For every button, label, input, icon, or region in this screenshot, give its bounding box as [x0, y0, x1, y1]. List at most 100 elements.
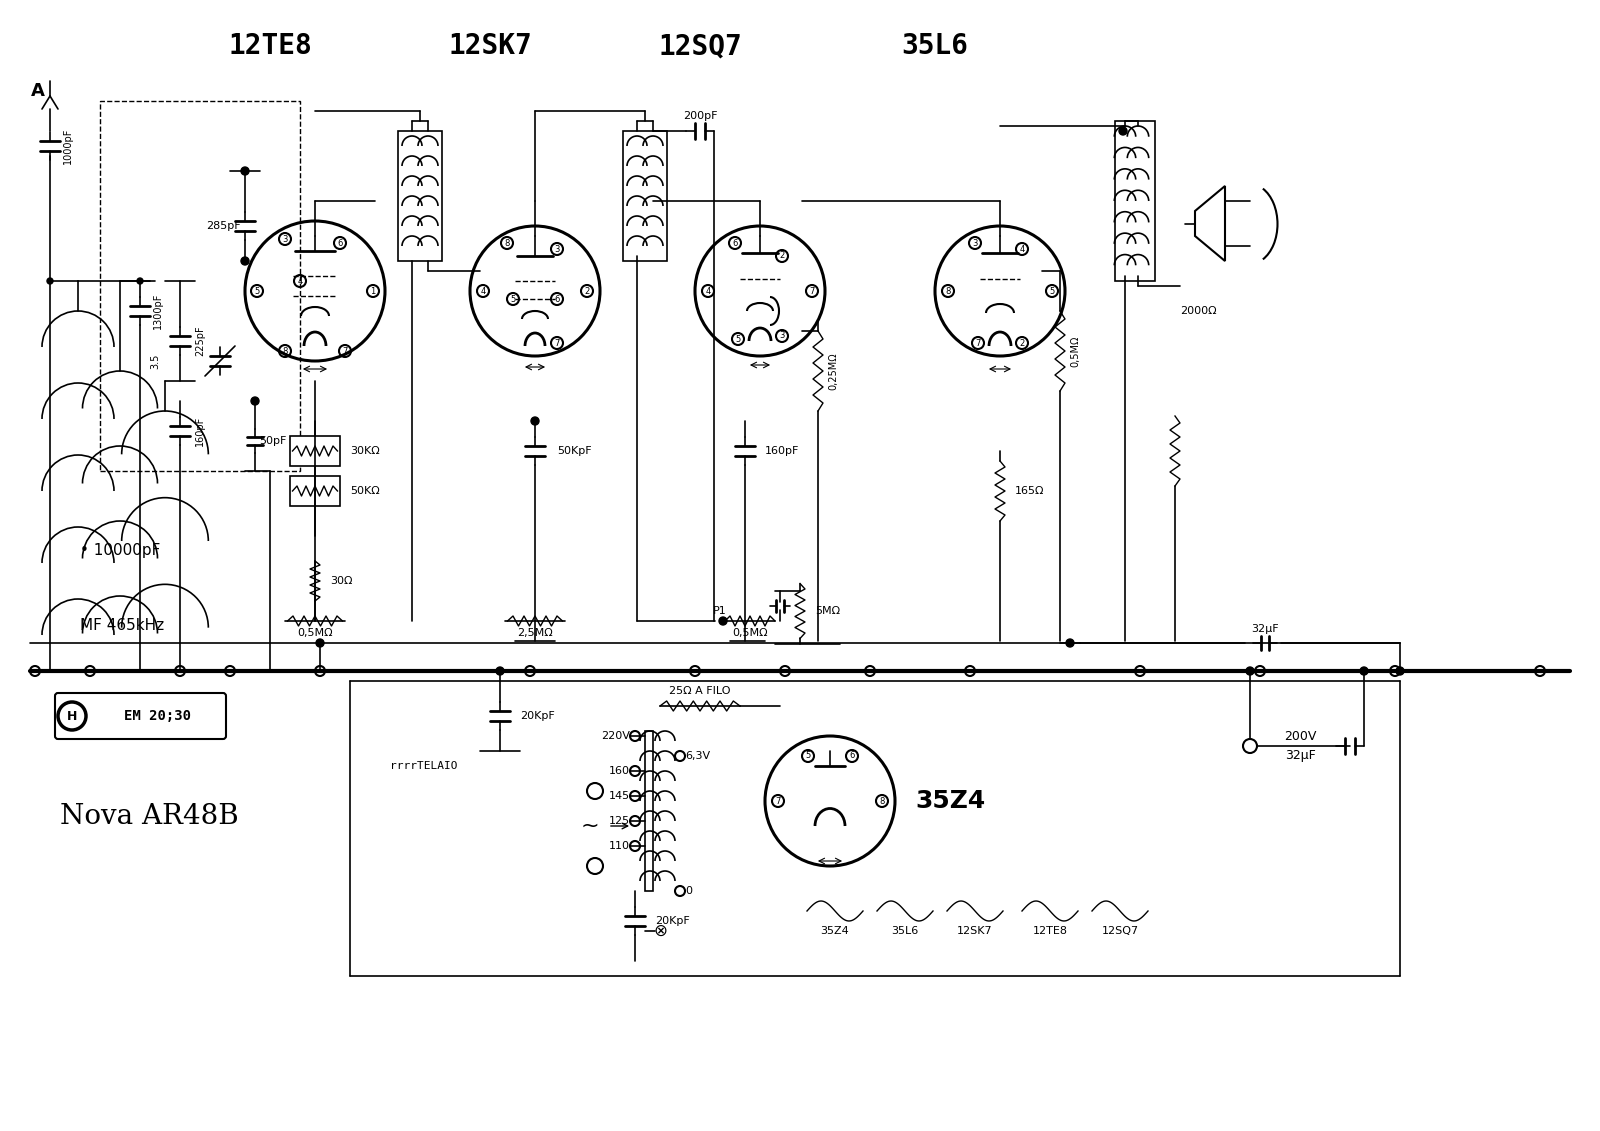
Text: • 10000pF: • 10000pF	[80, 544, 160, 559]
Text: 4: 4	[298, 276, 302, 285]
Text: 12SQ7: 12SQ7	[658, 32, 742, 60]
Text: 165Ω: 165Ω	[1014, 486, 1045, 497]
Circle shape	[251, 397, 259, 405]
Bar	[398, 131, 442, 261]
Text: 145: 145	[610, 791, 630, 801]
Text: 12SK7: 12SK7	[957, 926, 994, 936]
Text: 5: 5	[254, 286, 259, 295]
Bar	[290, 476, 339, 506]
Text: 160: 160	[610, 766, 630, 776]
Circle shape	[242, 257, 250, 265]
Circle shape	[1360, 667, 1368, 675]
Text: 0,5MΩ: 0,5MΩ	[733, 628, 768, 638]
Circle shape	[1395, 667, 1405, 675]
Bar	[622, 131, 667, 261]
Text: 3: 3	[973, 239, 978, 248]
Text: H: H	[67, 709, 77, 723]
Text: 0: 0	[685, 886, 691, 896]
Text: 1: 1	[370, 286, 376, 295]
Text: 225pF: 225pF	[195, 326, 205, 356]
Text: 6: 6	[733, 239, 738, 248]
Text: rrrrTELAIO: rrrrTELAIO	[390, 761, 458, 771]
Text: 35Z4: 35Z4	[821, 926, 850, 936]
Bar	[645, 731, 653, 891]
Text: 1000pF: 1000pF	[62, 128, 74, 164]
Text: 7: 7	[810, 286, 814, 295]
Text: 285pF: 285pF	[206, 221, 240, 231]
Text: 30KΩ: 30KΩ	[350, 446, 379, 456]
Text: 4: 4	[706, 286, 710, 295]
Text: 125: 125	[610, 815, 630, 826]
Text: 35Z4: 35Z4	[915, 789, 986, 813]
Text: 7: 7	[776, 796, 781, 805]
Text: 160pF: 160pF	[765, 446, 800, 456]
Text: 5MΩ: 5MΩ	[814, 606, 840, 616]
Text: MF 465kHz: MF 465kHz	[80, 619, 165, 633]
Text: 220V: 220V	[602, 731, 630, 741]
Circle shape	[242, 167, 250, 175]
Bar	[99, 101, 301, 470]
Text: 5: 5	[736, 335, 741, 344]
Text: 25Ω A FILO: 25Ω A FILO	[669, 687, 731, 696]
Text: 32μF: 32μF	[1285, 750, 1315, 762]
Text: 3.5: 3.5	[150, 353, 160, 369]
Text: ~: ~	[581, 815, 600, 836]
Text: 8: 8	[282, 346, 288, 355]
Text: 4: 4	[1019, 244, 1024, 253]
FancyBboxPatch shape	[54, 693, 226, 739]
Circle shape	[1118, 127, 1126, 135]
Text: 20KpF: 20KpF	[520, 711, 555, 720]
Circle shape	[138, 278, 142, 284]
Text: 110: 110	[610, 841, 630, 851]
Bar	[290, 435, 339, 466]
Text: 50pF: 50pF	[259, 435, 286, 446]
Text: 6: 6	[850, 751, 854, 760]
Text: 160pF: 160pF	[195, 416, 205, 446]
Text: 0,5MΩ: 0,5MΩ	[1070, 335, 1080, 366]
Text: 1300pF: 1300pF	[154, 293, 163, 329]
Text: ⊗: ⊗	[653, 922, 667, 940]
Text: A: A	[30, 83, 45, 100]
Circle shape	[1066, 639, 1074, 647]
Text: 0,25MΩ: 0,25MΩ	[829, 352, 838, 390]
Text: 2: 2	[779, 251, 784, 260]
Text: 6,3V: 6,3V	[685, 751, 710, 761]
Text: 7: 7	[976, 338, 981, 347]
Text: 50KpF: 50KpF	[557, 446, 592, 456]
Text: 35L6: 35L6	[901, 32, 968, 60]
Text: P1: P1	[714, 606, 726, 616]
Text: 3: 3	[554, 244, 560, 253]
Text: 4: 4	[480, 286, 486, 295]
Text: 3: 3	[779, 331, 784, 340]
Text: 32μF: 32μF	[1251, 624, 1278, 634]
Text: 3: 3	[282, 234, 288, 243]
Text: 7: 7	[342, 346, 347, 355]
Text: 8: 8	[504, 239, 510, 248]
Text: 30Ω: 30Ω	[330, 576, 352, 586]
Text: EM 20;30: EM 20;30	[125, 709, 192, 723]
Circle shape	[46, 278, 53, 284]
Text: 200V: 200V	[1283, 729, 1317, 742]
Text: 2000Ω: 2000Ω	[1181, 307, 1216, 316]
Text: 6: 6	[338, 239, 342, 248]
Text: 35L6: 35L6	[891, 926, 918, 936]
Text: 12TE8: 12TE8	[1032, 926, 1067, 936]
Text: 12SK7: 12SK7	[448, 32, 531, 60]
Text: 2: 2	[1019, 338, 1024, 347]
Circle shape	[531, 417, 539, 425]
Text: Nova AR48B: Nova AR48B	[61, 803, 238, 829]
Bar	[1115, 121, 1155, 280]
Circle shape	[496, 667, 504, 675]
Text: 200pF: 200pF	[683, 111, 717, 121]
Text: 5: 5	[1050, 286, 1054, 295]
Text: 2: 2	[584, 286, 590, 295]
Text: 8: 8	[880, 796, 885, 805]
Text: 2,5MΩ: 2,5MΩ	[517, 628, 554, 638]
Text: 0,5MΩ: 0,5MΩ	[298, 628, 333, 638]
Text: 6: 6	[554, 294, 560, 303]
Text: 12SQ7: 12SQ7	[1101, 926, 1139, 936]
Circle shape	[1246, 667, 1254, 675]
Text: 7: 7	[554, 338, 560, 347]
Circle shape	[718, 618, 726, 625]
Text: 8: 8	[946, 286, 950, 295]
